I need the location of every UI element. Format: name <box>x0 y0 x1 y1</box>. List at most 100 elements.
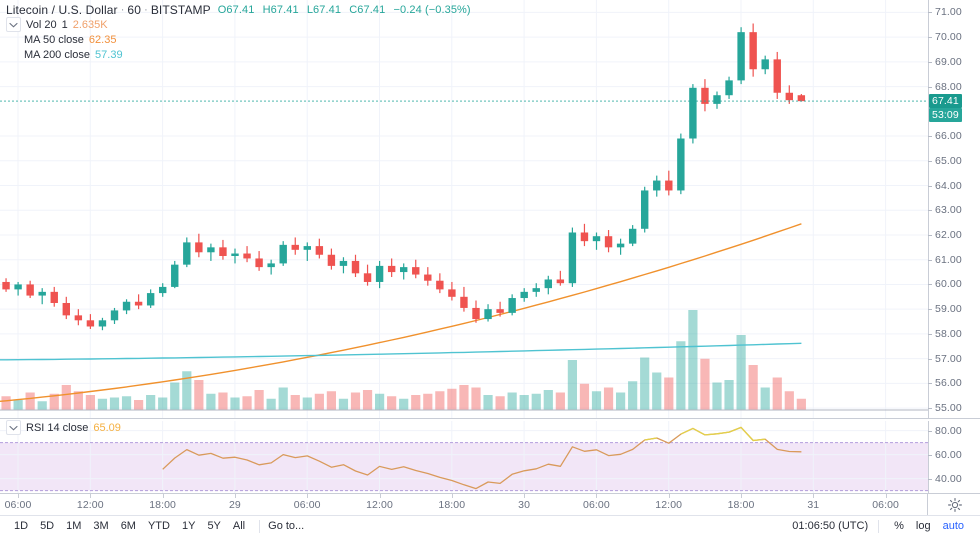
rsi-tick: 40.00 <box>928 472 962 485</box>
price-tick: 71.00 <box>928 6 962 19</box>
volume-bar <box>423 393 433 410</box>
volume-bar <box>146 395 156 410</box>
volume-bar <box>784 391 794 410</box>
candle <box>460 286 468 312</box>
time-tick <box>379 494 381 498</box>
volume-bar <box>447 388 457 410</box>
timeframe-ytd[interactable]: YTD <box>147 520 170 532</box>
candle-body <box>592 236 601 242</box>
volume-bar <box>471 387 481 410</box>
candle <box>436 273 444 294</box>
candle <box>2 278 10 292</box>
pane-divider-1[interactable] <box>0 418 980 419</box>
candle-body <box>532 288 540 292</box>
time-tick <box>668 494 670 498</box>
candle-body <box>74 315 83 321</box>
time-tick <box>18 494 19 498</box>
time-tick <box>885 494 887 498</box>
price-tick: 69.00 <box>928 55 962 68</box>
rsi-scale[interactable]: 80.00 60.00 40.00 <box>928 421 980 493</box>
price-tick: 64.00 <box>928 179 962 192</box>
timeframe-all[interactable]: All <box>232 520 246 532</box>
volume-bar <box>1 396 11 410</box>
timeframe-1d[interactable]: 1D <box>14 520 29 532</box>
log-toggle[interactable]: log <box>915 520 931 532</box>
candle <box>665 170 673 196</box>
current-price-badge: 67.41 <box>929 94 962 109</box>
timeframe-5d[interactable]: 5D <box>40 520 55 532</box>
volume-bar <box>97 398 108 410</box>
time-label: 12:00 <box>655 499 683 511</box>
price-tick: 60.00 <box>928 278 962 291</box>
volume-bar <box>362 390 373 410</box>
candle-body <box>231 253 239 256</box>
candle <box>544 275 552 295</box>
bottom-toolbar[interactable]: 1D 5D 1M 3M 6M YTD 1Y 5Y All Go to... 01:06:50 (… <box>0 515 980 536</box>
candle-body <box>387 265 396 273</box>
volume-bar <box>242 396 252 410</box>
timeframe-5y[interactable]: 5Y <box>207 520 221 532</box>
time-label: 12:00 <box>76 499 104 511</box>
timeframe-1m[interactable]: 1M <box>66 520 82 532</box>
percent-toggle[interactable]: % <box>894 520 904 532</box>
candle <box>761 55 769 75</box>
timeframe-group[interactable]: 1D 5D 1M 3M 6M YTD 1Y 5Y All <box>0 518 251 534</box>
rsi-line-overbought <box>680 426 766 442</box>
rsi-pane[interactable] <box>0 421 928 493</box>
volume-bar <box>230 397 240 410</box>
volume-bar <box>85 395 95 410</box>
volume-bar <box>555 392 565 410</box>
timeframe-3m[interactable]: 3M <box>93 520 109 532</box>
time-tick <box>234 494 236 498</box>
price-scale[interactable]: 71.00 70.00 69.00 68.00 66.00 65.00 64.00 63.00… <box>928 0 980 418</box>
candle-body <box>689 87 697 139</box>
candle-body <box>255 258 263 268</box>
candle-body <box>604 236 613 248</box>
candle <box>424 267 432 286</box>
candle <box>375 260 384 289</box>
candle <box>713 91 721 109</box>
volume-bar <box>37 401 47 410</box>
volume-bar <box>326 391 336 410</box>
candle <box>773 51 781 99</box>
candle <box>653 175 661 197</box>
candle-body <box>749 32 757 70</box>
timeframe-1y[interactable]: 1Y <box>181 520 196 532</box>
chevron-down-icon[interactable] <box>6 17 21 32</box>
candle <box>279 241 287 266</box>
volume-bar <box>134 400 144 410</box>
toolbar-right-group[interactable]: 01:06:50 (UTC) % log auto <box>792 519 980 533</box>
candle-body <box>315 246 324 255</box>
volume-bar <box>206 393 216 410</box>
candle <box>62 296 70 320</box>
candle <box>641 186 649 233</box>
ma200-line <box>0 342 802 361</box>
candle-body <box>207 247 215 253</box>
go-to-button[interactable]: Go to... <box>268 520 305 532</box>
candle <box>327 248 336 270</box>
candle-body <box>303 246 311 250</box>
candle-body <box>219 247 227 256</box>
volume-bar <box>640 357 650 410</box>
time-scale[interactable]: 06:00 12:00 18:00 29 06:00 12:00 18:00 30 06:00 1… <box>0 493 980 516</box>
price-pane[interactable] <box>0 0 928 418</box>
gear-icon[interactable] <box>947 497 963 513</box>
candle <box>725 76 733 99</box>
candle <box>219 239 227 260</box>
timeframe-6m[interactable]: 6M <box>120 520 136 532</box>
time-label: 30 <box>518 499 531 511</box>
candle-body <box>653 180 661 191</box>
candle <box>50 286 58 307</box>
candle <box>677 133 685 195</box>
time-label: 12:00 <box>366 499 393 511</box>
candle <box>74 309 83 326</box>
time-tick <box>162 494 164 498</box>
volume-bar <box>194 380 204 410</box>
auto-toggle[interactable]: auto <box>942 520 964 532</box>
volume-bar <box>61 385 71 410</box>
chevron-down-icon-rsi[interactable] <box>6 420 21 435</box>
time-label: 06:00 <box>4 499 32 511</box>
price-tick: 57.00 <box>928 352 962 365</box>
candle-body <box>159 286 167 294</box>
candle <box>472 300 480 323</box>
